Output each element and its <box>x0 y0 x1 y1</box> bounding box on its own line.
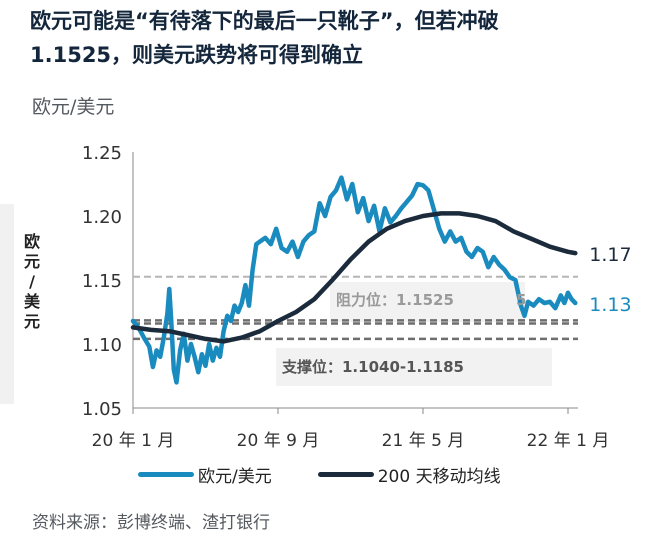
legend-swatch-ma200 <box>317 472 374 477</box>
resistance-box <box>330 282 525 322</box>
annotation-support: 支撑位：1.1040-1.1185 <box>281 358 464 376</box>
y-axis-label-char: / <box>29 272 35 291</box>
title-line-1: 欧元可能是“有待落下的最后一只靴子”，但若冲破 <box>30 9 499 33</box>
y-axis-label-char: 欧 <box>23 232 40 251</box>
legend: 欧元/美元 200 天移动均线 <box>138 462 547 487</box>
y-tick-label: 1.15 <box>82 271 122 292</box>
unit-label: 欧元/美元 <box>32 96 115 118</box>
y-axis-label-char: 元 <box>23 312 40 331</box>
x-tick-label: 21 年 5 月 <box>382 431 465 451</box>
y-tick-label: 1.10 <box>82 335 122 356</box>
legend-item-ma200: 200 天移动均线 <box>317 462 501 487</box>
x-tick-label: 20 年 1 月 <box>92 431 175 451</box>
x-tick-label: 22 年 1 月 <box>527 431 610 451</box>
legend-label-ma200: 200 天移动均线 <box>377 467 501 487</box>
end-label-ma200: 1.17 <box>589 244 631 266</box>
legend-item-eurusd: 欧元/美元 <box>138 462 272 487</box>
end-label-eurusd: 1.13 <box>589 294 631 316</box>
legend-label-eurusd: 欧元/美元 <box>198 467 272 487</box>
annotation-resistance-tail: 5 <box>516 291 526 309</box>
support-box <box>276 348 552 386</box>
chart-title: 欧元可能是“有待落下的最后一只靴子”，但若冲破 1.1525，则美元跌势将可得到… <box>30 4 650 72</box>
y-axis-label-char: 美 <box>23 292 40 311</box>
y-axis-label-char: 元 <box>23 252 40 271</box>
legend-swatch-eurusd <box>138 472 194 477</box>
annotation-resistance: 阻力位：1.1525 <box>336 291 454 309</box>
series-line-ma200 <box>130 211 578 344</box>
y-tick-label: 1.05 <box>82 399 122 420</box>
title-line-2: 1.1525，则美元跌势将可得到确立 <box>30 43 364 67</box>
x-tick-label: 20 年 9 月 <box>237 431 320 451</box>
series-line-eurusd <box>130 175 578 385</box>
plot-area: 1.25 1.20 1.15 1.10 1.05 20 年 1 月 20 年 9 月 21 年… <box>82 143 632 451</box>
left-shade <box>0 204 14 404</box>
y-tick-label: 1.20 <box>82 207 122 228</box>
y-axis-label: 欧元 / 美元 <box>18 232 46 332</box>
y-tick-label: 1.25 <box>82 143 122 164</box>
source-note: 资料来源：彭博终端、渣打银行 <box>32 513 270 533</box>
